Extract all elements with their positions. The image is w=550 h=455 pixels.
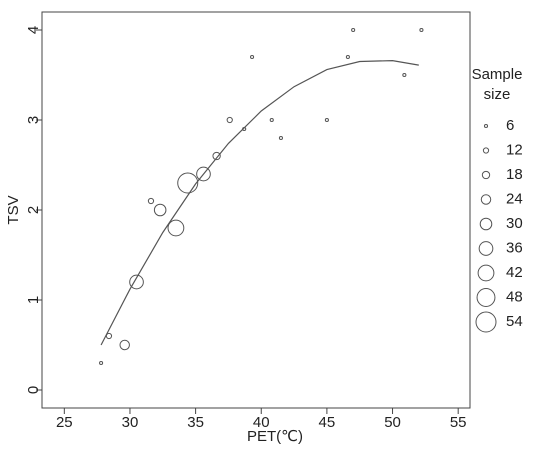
bubble [177, 172, 199, 194]
legend-bubble [478, 241, 494, 256]
legend-label: 36 [506, 239, 523, 256]
bubble [99, 360, 104, 366]
plot-frame [41, 11, 471, 409]
bubble [212, 151, 221, 161]
bubble [167, 219, 185, 237]
x-tick-label: 35 [187, 414, 204, 431]
legend-label: 48 [506, 288, 523, 305]
legend-bubble [477, 264, 495, 282]
bubble [324, 117, 329, 123]
legend-label: 24 [506, 190, 523, 207]
bubble [226, 116, 233, 124]
bubble [147, 197, 155, 205]
y-tick-label: 0 [25, 386, 42, 394]
legend-label: 42 [506, 264, 523, 281]
x-tick-label: 50 [384, 414, 401, 431]
legend-bubble [476, 288, 496, 307]
bubble [345, 54, 350, 60]
bubble [351, 27, 356, 33]
legend-label: 54 [506, 313, 523, 330]
y-axis-label: TSV [5, 195, 22, 224]
bubble [269, 117, 274, 123]
y-tick-label: 3 [25, 116, 42, 124]
bubble [402, 72, 407, 78]
bubble [419, 27, 424, 33]
legend-bubble [481, 170, 491, 180]
legend-label: 18 [506, 166, 523, 183]
x-tick-label: 25 [56, 414, 73, 431]
bubble [129, 274, 144, 290]
legend-bubble [475, 311, 497, 333]
legend-label: 6 [506, 117, 514, 134]
bubble [153, 203, 167, 217]
legend-bubble [482, 147, 490, 154]
legend-bubble [480, 194, 492, 205]
bubble [119, 339, 130, 351]
y-tick-label: 4 [25, 26, 42, 34]
bubble [250, 54, 255, 60]
x-tick-label: 45 [319, 414, 336, 431]
fit-curve [100, 59, 419, 346]
bubble [242, 126, 247, 132]
legend-label: 30 [506, 215, 523, 232]
legend-label: 12 [506, 141, 523, 158]
x-tick-label: 55 [450, 414, 467, 431]
legend-bubble [483, 123, 489, 129]
legend-bubble [479, 217, 493, 231]
x-axis-label: PET(℃) [247, 428, 303, 445]
y-tick-label: 2 [25, 206, 42, 214]
x-tick-label: 30 [122, 414, 139, 431]
bubble [105, 332, 113, 340]
x-tick-label: 40 [253, 414, 270, 431]
y-tick-label: 1 [25, 296, 42, 304]
legend-title: Sample [472, 66, 523, 83]
bubble [196, 166, 211, 182]
bubble [278, 135, 284, 141]
legend-title: size [484, 86, 511, 103]
